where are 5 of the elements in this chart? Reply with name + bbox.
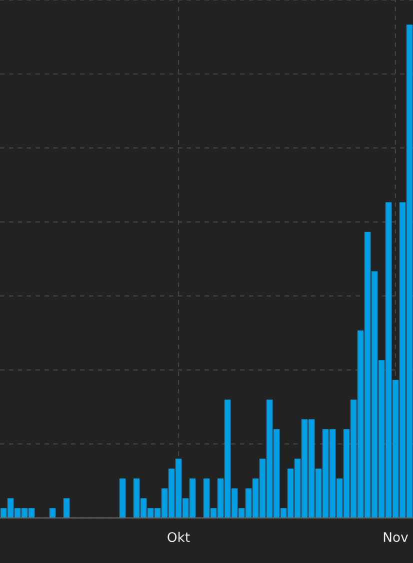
bar [119,478,126,518]
bar [49,508,56,518]
x-tick-label: Okt [168,532,190,542]
x-tick-label: Nov [384,532,408,542]
bar [63,498,70,518]
